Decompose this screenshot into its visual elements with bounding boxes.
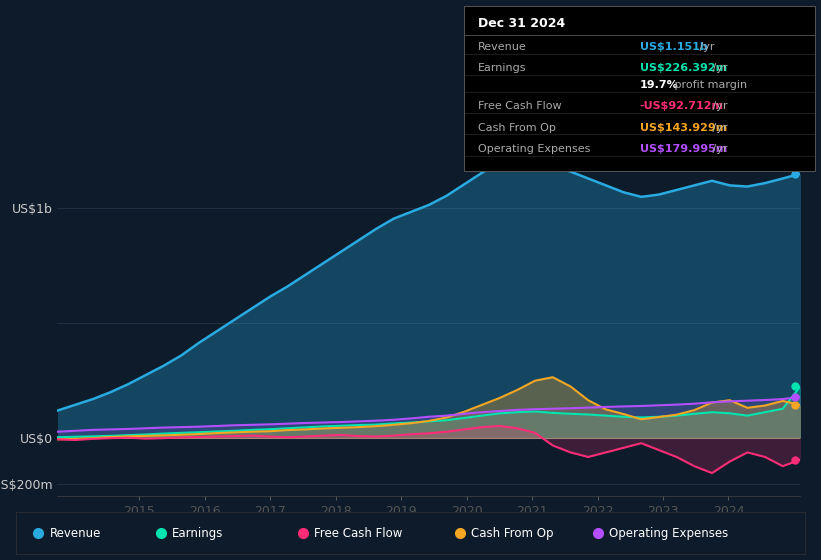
Text: Earnings: Earnings	[172, 527, 223, 540]
Text: 19.7%: 19.7%	[640, 80, 678, 90]
Text: /yr: /yr	[709, 123, 727, 133]
Text: US$179.995m: US$179.995m	[640, 144, 727, 155]
Text: /yr: /yr	[696, 42, 715, 52]
Text: Cash From Op: Cash From Op	[471, 527, 553, 540]
Text: Free Cash Flow: Free Cash Flow	[478, 101, 562, 111]
Text: Earnings: Earnings	[478, 63, 526, 73]
Text: Revenue: Revenue	[478, 42, 526, 52]
Text: US$143.929m: US$143.929m	[640, 123, 727, 133]
Text: profit margin: profit margin	[672, 80, 747, 90]
Text: Operating Expenses: Operating Expenses	[609, 527, 728, 540]
Text: /yr: /yr	[709, 63, 727, 73]
Text: -US$92.712m: -US$92.712m	[640, 101, 723, 111]
Text: /yr: /yr	[709, 101, 727, 111]
Text: US$226.392m: US$226.392m	[640, 63, 727, 73]
Text: Operating Expenses: Operating Expenses	[478, 144, 590, 155]
Text: Free Cash Flow: Free Cash Flow	[314, 527, 402, 540]
Text: US$1.151b: US$1.151b	[640, 42, 708, 52]
Text: Cash From Op: Cash From Op	[478, 123, 556, 133]
Text: /yr: /yr	[709, 144, 727, 155]
Text: Dec 31 2024: Dec 31 2024	[478, 17, 565, 30]
Text: Revenue: Revenue	[49, 527, 101, 540]
